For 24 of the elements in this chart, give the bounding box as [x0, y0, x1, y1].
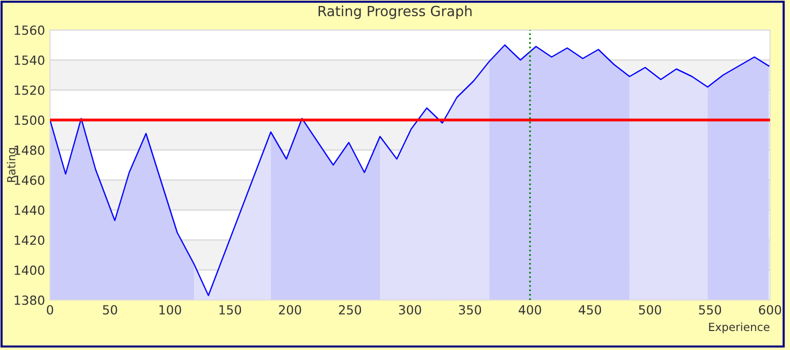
- x-tick-label: 100: [159, 305, 182, 315]
- y-tick-label: 1380: [14, 295, 44, 305]
- y-tick-label: 1420: [14, 235, 44, 245]
- y-tick-label: 1520: [14, 85, 44, 95]
- x-tick-label: 450: [578, 305, 602, 315]
- y-tick-label: 1540: [14, 55, 44, 65]
- x-tick-label: 250: [338, 305, 362, 315]
- x-tick-label: 500: [639, 305, 662, 315]
- x-tick-label: 300: [399, 305, 422, 315]
- x-tick-label: 50: [103, 305, 118, 315]
- y-tick-label: 1440: [14, 205, 44, 215]
- x-tick-label: 400: [518, 305, 542, 315]
- x-axis-title: Experience: [709, 322, 770, 334]
- x-tick-label: 150: [219, 305, 242, 315]
- y-tick-label: 1560: [14, 25, 44, 35]
- line-series: [50, 44, 770, 296]
- x-tick-label: 200: [278, 305, 302, 315]
- y-tick-label: 1500: [14, 115, 44, 125]
- x-tick-label: 600: [758, 305, 782, 315]
- x-tick-label: 350: [459, 305, 482, 315]
- x-tick-label: 550: [699, 305, 722, 315]
- x-tick-label: 0: [46, 305, 54, 315]
- y-tick-label: 1400: [14, 265, 44, 275]
- chart-title: Rating Progress Graph: [318, 6, 472, 19]
